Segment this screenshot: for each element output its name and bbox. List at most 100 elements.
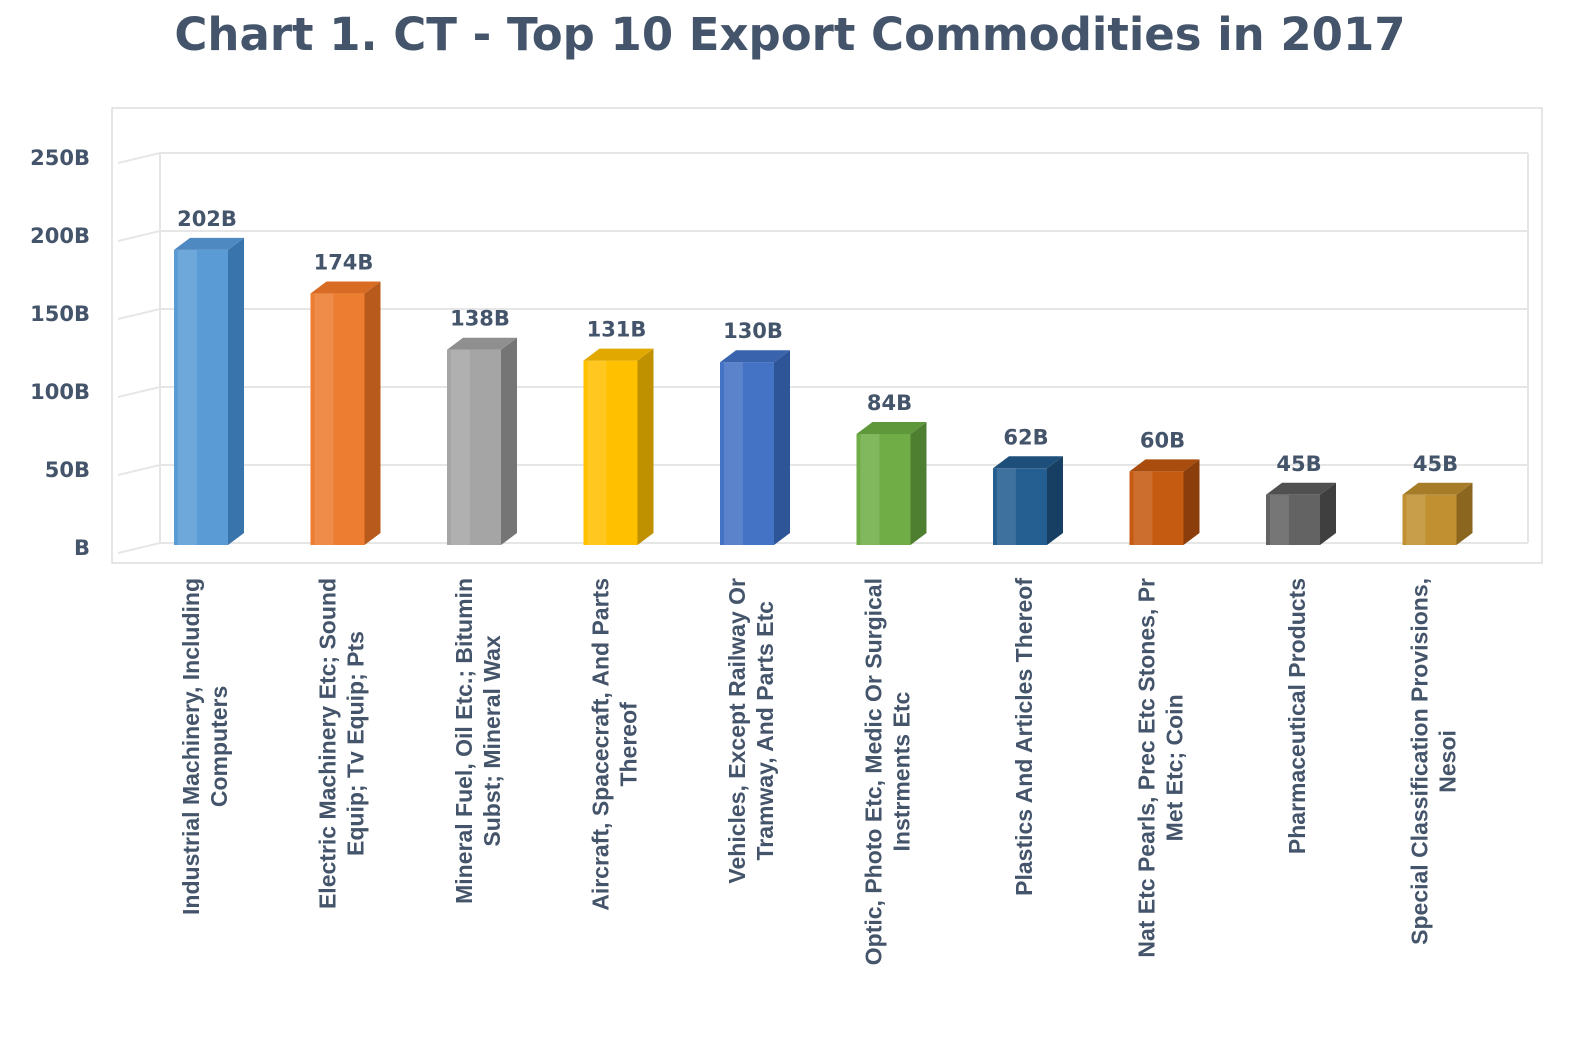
- bar-highlight: [724, 362, 743, 545]
- data-label: 60B: [1140, 428, 1185, 452]
- category-label-line: Industrial Machinery, Including: [178, 578, 204, 915]
- bar-front: [993, 468, 1047, 545]
- category-label-line: Tramway, And Parts Etc: [752, 601, 778, 861]
- y-tick-label: 250B: [30, 146, 90, 170]
- category-label-line: Nat Etc Pearls, Prec Etc Stones, Pr: [1134, 578, 1160, 958]
- bar-top: [447, 337, 517, 350]
- category-label-line: Mineral Fuel, Oil Etc.; Bitumin: [451, 578, 477, 904]
- category-label: Mineral Fuel, Oil Etc.; BituminSubst; Mi…: [451, 578, 505, 904]
- y-tick-label: 200B: [30, 224, 90, 248]
- category-label-line: Aircraft, Spacecraft, And Parts: [588, 578, 614, 911]
- data-label: 62B: [1003, 425, 1048, 449]
- data-label: 45B: [1276, 452, 1321, 476]
- bar-highlight: [451, 349, 470, 545]
- bar-side: [1183, 459, 1200, 545]
- bar: [720, 350, 790, 545]
- bar-side: [637, 348, 654, 545]
- bar-top: [856, 421, 927, 434]
- gridlines: [117, 152, 1529, 554]
- bar: [993, 456, 1063, 545]
- data-label: 84B: [867, 391, 912, 415]
- category-label-line: Equip; Tv Equip; Pts: [343, 631, 369, 856]
- y-tick-label: 150B: [30, 302, 90, 326]
- data-labels: 202B 174B 138B 131B 130B 84B 62B 60B 45B 45B: [177, 207, 1458, 476]
- bar-top: [993, 456, 1063, 469]
- category-label: Industrial Machinery, IncludingComputers: [178, 578, 232, 915]
- bar-front: [856, 433, 911, 545]
- bar-top: [1129, 459, 1200, 472]
- category-label-line: Computers: [206, 686, 232, 807]
- data-label: 138B: [450, 307, 510, 331]
- bar-front: [1266, 494, 1320, 545]
- data-label: 131B: [587, 318, 647, 342]
- category-label: Optic, Photo Etc, Medic Or SurgicalInstr…: [861, 578, 915, 965]
- data-label: 130B: [723, 319, 783, 343]
- bar-front: [1129, 471, 1184, 545]
- bar: [583, 348, 654, 545]
- bar-side: [228, 237, 244, 545]
- bar-side: [1456, 482, 1473, 545]
- bar-highlight: [997, 468, 1016, 545]
- bars: [174, 237, 1473, 545]
- category-labels: Industrial Machinery, IncludingComputers…: [178, 578, 1461, 966]
- bar-top: [583, 348, 654, 361]
- category-label-line: Plastics And Articles Thereof: [1011, 578, 1037, 896]
- bar-front: [720, 362, 774, 545]
- bar: [1402, 482, 1473, 545]
- category-label-line: Nesoi: [1435, 730, 1461, 793]
- bar: [310, 281, 381, 545]
- bar-front: [174, 249, 228, 545]
- category-label: Vehicles, Except Railway OrTramway, And …: [724, 578, 778, 884]
- category-label-line: Optic, Photo Etc, Medic Or Surgical: [861, 578, 887, 965]
- bar-front: [1402, 494, 1457, 545]
- bar-highlight: [178, 249, 197, 545]
- bar-side: [774, 350, 790, 545]
- y-axis-ticks: B 50B 100B 150B 200B 250B: [30, 146, 90, 560]
- category-label: Aircraft, Spacecraft, And PartsThereof: [588, 578, 642, 911]
- bar-highlight: [1133, 471, 1153, 545]
- data-label: 202B: [177, 207, 237, 231]
- category-label: Plastics And Articles Thereof: [1011, 578, 1037, 896]
- category-label-line: Electric Machinery Etc; Sound: [315, 578, 341, 909]
- data-label: 174B: [314, 251, 374, 275]
- bar: [1266, 482, 1336, 545]
- data-label: 45B: [1413, 452, 1458, 476]
- bar-side: [910, 421, 927, 545]
- y-tick-label: 50B: [45, 458, 90, 482]
- bar-highlight: [587, 360, 607, 545]
- category-label: Special Classification Provisions,Nesoi: [1407, 578, 1461, 945]
- category-label: Electric Machinery Etc; SoundEquip; Tv E…: [315, 578, 369, 909]
- category-label-line: Vehicles, Except Railway Or: [724, 578, 750, 884]
- bar-top: [1402, 482, 1473, 495]
- bar-highlight: [1406, 494, 1426, 545]
- bar-side: [501, 337, 517, 545]
- bar-side: [1047, 456, 1063, 545]
- category-label-line: Special Classification Provisions,: [1407, 578, 1433, 945]
- bar-front: [583, 360, 638, 545]
- bar: [1129, 459, 1200, 545]
- bar: [447, 337, 517, 545]
- category-label-line: Met Etc; Coin: [1162, 694, 1188, 841]
- category-label-line: Pharmaceutical Products: [1284, 578, 1310, 854]
- bar: [856, 421, 927, 545]
- category-label-line: Thereof: [616, 702, 642, 787]
- bar-top: [720, 350, 790, 363]
- bar-side: [1320, 482, 1336, 545]
- y-tick-label: B: [74, 536, 90, 560]
- bar-top: [1266, 482, 1336, 495]
- chart-title: Chart 1. CT - Top 10 Export Commodities …: [174, 8, 1406, 61]
- bar: [174, 237, 244, 545]
- bar-highlight: [314, 293, 334, 545]
- category-label: Pharmaceutical Products: [1284, 578, 1310, 854]
- bar-highlight: [860, 433, 880, 545]
- bar-top: [174, 237, 244, 250]
- category-label: Nat Etc Pearls, Prec Etc Stones, PrMet E…: [1134, 578, 1188, 958]
- category-label-line: Subst; Mineral Wax: [479, 635, 505, 846]
- bar-front: [310, 293, 365, 545]
- category-label-line: Instrments Etc: [889, 692, 915, 852]
- bar-highlight: [1270, 494, 1289, 545]
- bar-front: [447, 349, 501, 545]
- y-tick-label: 100B: [30, 380, 90, 404]
- bar-top: [310, 281, 381, 294]
